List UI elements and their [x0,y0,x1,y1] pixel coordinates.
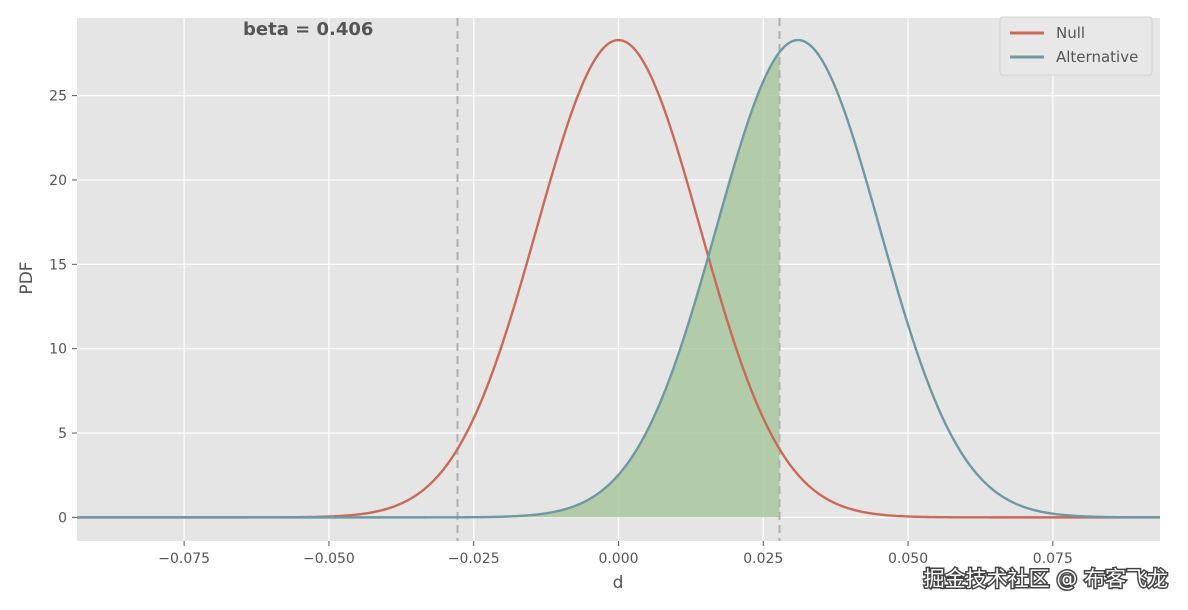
y-tick-label-1: 5 [58,426,67,442]
y-tick-label-0: 0 [58,510,67,526]
x-axis-label: d [613,573,624,593]
series-line-alternative [77,38,1160,519]
x-tick-label-4: 0.025 [743,551,783,567]
x-tick-label-6: 0.075 [1033,551,1073,567]
x-axis-ticks: −0.075 −0.050 −0.025 0.000 0.025 0.050 0.075 [158,541,1073,567]
distribution-curves [77,38,1160,519]
y-tick-label-3: 15 [49,257,67,273]
y-tick-label-5: 25 [49,89,67,105]
y-axis-label: PDF [17,261,37,294]
watermark-text: 掘金技术社区 @ 布客飞龙 [924,567,1168,591]
legend-label-alternative: Alternative [1056,48,1138,66]
x-tick-label-0: −0.075 [158,551,210,567]
y-tick-label-4: 20 [49,173,67,189]
watermark: 掘金技术社区 @ 布客飞龙 [922,566,1169,593]
x-tick-label-5: 0.050 [888,551,928,567]
x-tick-label-2: −0.025 [448,551,500,567]
beta-shaded-area [77,52,780,518]
x-tick-label-3: 0.000 [598,551,638,567]
critical-value-lines [456,18,781,541]
x-tick-label-1: −0.050 [303,551,355,567]
y-tick-label-2: 10 [49,342,67,358]
beta-annotation: beta = 0.406 [243,19,373,40]
y-axis-ticks: 0 5 10 15 20 25 [49,89,77,526]
legend: Null Alternative [999,16,1153,76]
legend-label-null: Null [1056,24,1085,42]
